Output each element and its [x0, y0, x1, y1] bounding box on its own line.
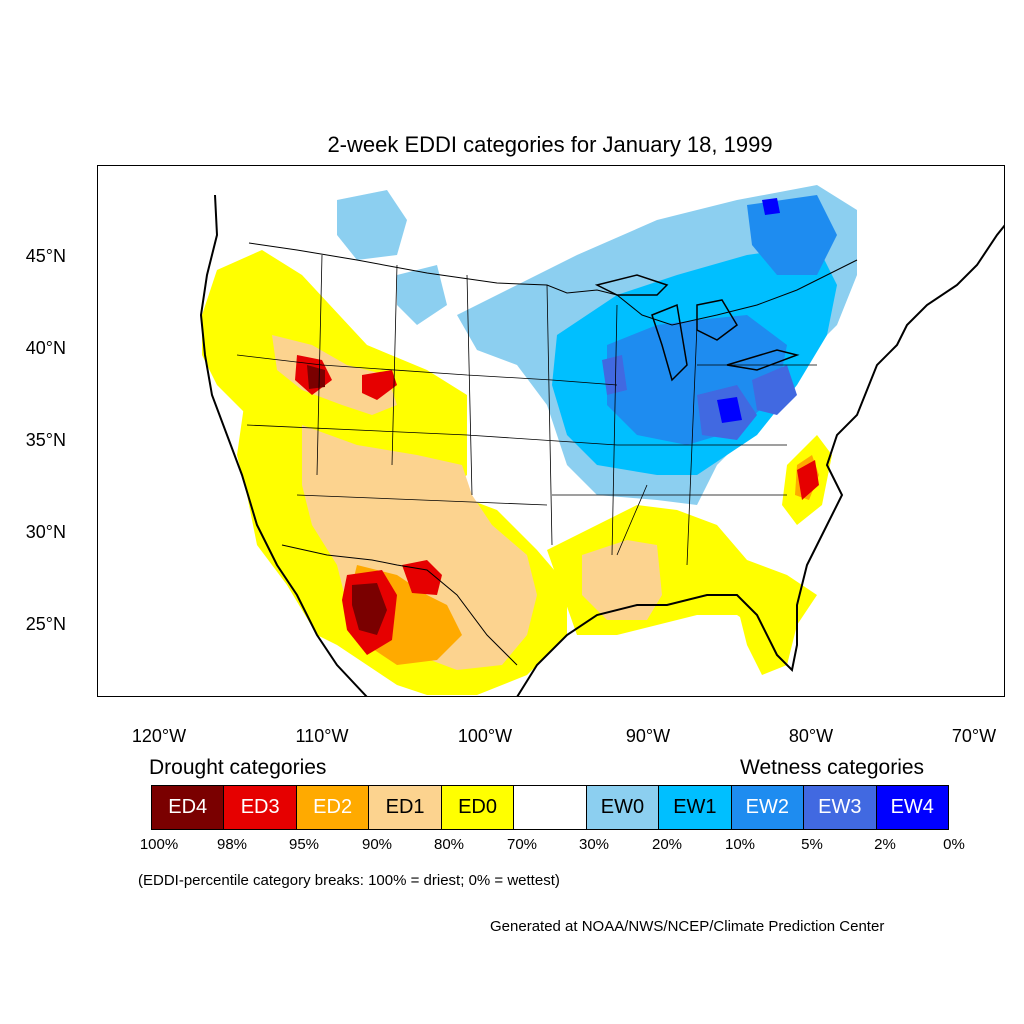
wetness-categories-heading: Wetness categories: [740, 756, 925, 779]
lat-label-40: 40°N: [25, 338, 66, 358]
ew0-region-northwest: [337, 190, 407, 260]
ed4-region-utah: [307, 365, 325, 389]
legend-ed2: ED2: [296, 786, 370, 829]
ew2-region-quebec: [747, 195, 837, 275]
percentile-break: 10%: [724, 836, 756, 853]
percentile-break: 80%: [433, 836, 465, 853]
percentile-break: 0%: [943, 836, 965, 853]
lat-label-35: 35°N: [25, 430, 66, 450]
percentile-break: 100%: [139, 836, 179, 853]
ew3-region-iowa: [602, 355, 627, 395]
ed1-region-gulf: [582, 540, 662, 620]
canada-border: [248, 242, 858, 326]
ew4-region-ohio: [717, 397, 742, 423]
us-coastline: [199, 194, 368, 697]
ed1-region-great-basin: [272, 335, 397, 415]
legend-normal: [514, 786, 587, 829]
legend-ed1: ED1: [369, 786, 442, 829]
legend-ed3: ED3: [224, 786, 297, 829]
ed3-region-wyoming: [362, 370, 397, 400]
legend-ew1: EW1: [659, 786, 732, 829]
ed3-region-texas: [402, 560, 442, 595]
percentile-break: 30%: [578, 836, 610, 853]
ew0-region-north-plains: [397, 265, 447, 325]
state-lines: [236, 254, 817, 566]
eddi-map: [97, 165, 1005, 697]
source-credit: Generated at NOAA/NWS/NCEP/Climate Predi…: [490, 918, 885, 935]
lon-label-80w: 80°W: [788, 726, 834, 746]
lon-label-110w: 110°W: [295, 726, 349, 746]
map-title: 2-week EDDI categories for January 18, 1…: [327, 132, 773, 157]
percentile-break: 2%: [874, 836, 896, 853]
mexico-border: [281, 544, 518, 666]
legend-ed4: ED4: [152, 786, 225, 829]
legend-ew2: EW2: [731, 786, 805, 829]
percentile-break: 90%: [361, 836, 393, 853]
percentile-break: 5%: [801, 836, 823, 853]
gulf-coastline: [516, 224, 1005, 697]
lat-label-30: 30°N: [25, 522, 66, 542]
great-lakes: [594, 274, 800, 382]
percentile-break: 20%: [651, 836, 683, 853]
ew3-region-pennsylvania: [752, 365, 797, 415]
percentile-break: 70%: [506, 836, 538, 853]
percentile-break: 98%: [216, 836, 248, 853]
lon-label-100w: 100°W: [457, 726, 513, 746]
category-legend: ED4 ED3 ED2 ED1 ED0 EW0 EW1 EW2 EW3 EW4: [151, 785, 949, 830]
drought-categories-heading: Drought categories: [149, 756, 327, 779]
ed3-region-carolinas: [797, 460, 819, 500]
legend-ew0: EW0: [586, 786, 660, 829]
lon-label-90w: 90°W: [625, 726, 671, 746]
lon-label-70w: 70°W: [951, 726, 997, 746]
ew4-region-quebec: [762, 198, 780, 215]
lon-label-120w: 120°W: [131, 726, 187, 746]
percentile-break: 95%: [288, 836, 320, 853]
lat-label-25: 25°N: [25, 614, 66, 634]
legend-ew3: EW3: [804, 786, 877, 829]
category-breaks-note: (EDDI-percentile category breaks: 100% =…: [138, 872, 560, 889]
ed4-region-chihuahua: [352, 583, 387, 635]
legend-ew4: EW4: [876, 786, 948, 829]
lat-label-45: 45°N: [25, 246, 66, 266]
legend-ed0: ED0: [441, 786, 515, 829]
